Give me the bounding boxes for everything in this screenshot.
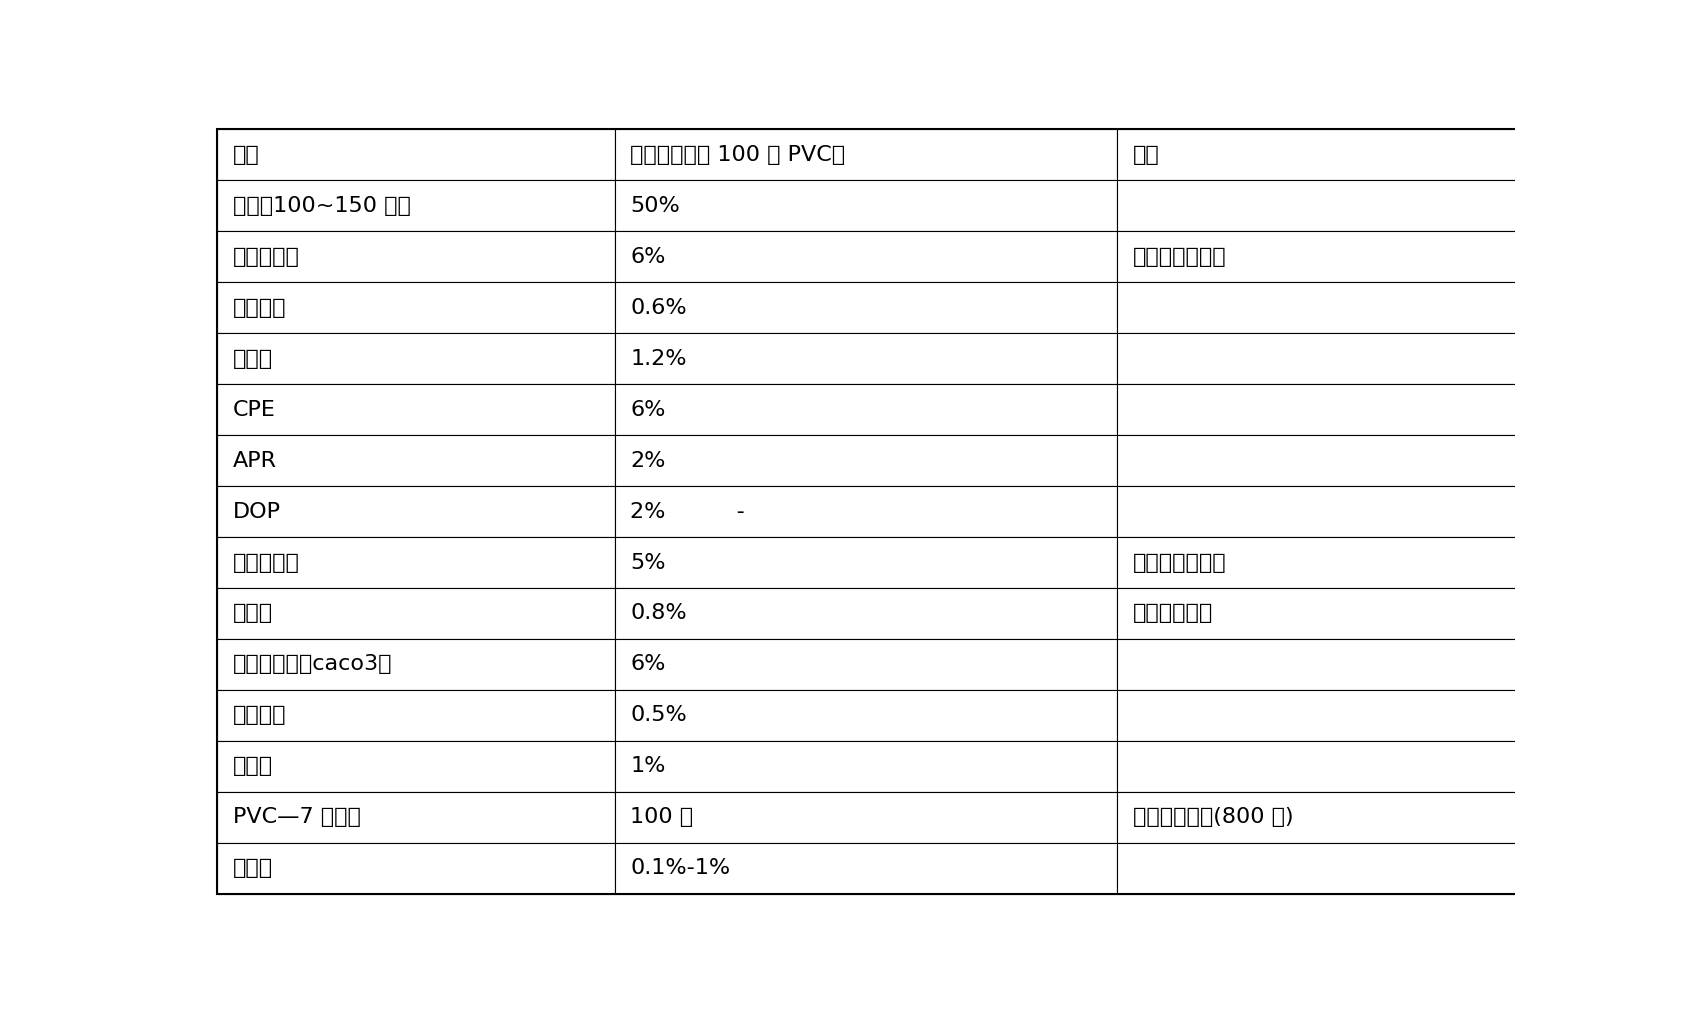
Text: 包泡剂: 包泡剂 <box>232 604 272 623</box>
Bar <box>217 588 614 639</box>
Bar <box>1117 792 1521 843</box>
Text: 6%: 6% <box>631 400 666 419</box>
Bar <box>614 843 1117 893</box>
Bar <box>1117 639 1521 690</box>
Bar <box>1117 690 1521 741</box>
Bar <box>1117 741 1521 792</box>
Bar <box>217 384 614 436</box>
Text: 50%: 50% <box>631 196 680 216</box>
Bar <box>614 537 1117 588</box>
Bar <box>217 180 614 231</box>
Bar <box>1117 333 1521 384</box>
Bar <box>217 639 614 690</box>
Bar <box>1117 436 1521 486</box>
Bar <box>217 333 614 384</box>
Text: 6%: 6% <box>631 654 666 675</box>
Text: 复合稳定剂: 复合稳定剂 <box>232 247 299 266</box>
Bar <box>1117 283 1521 333</box>
Text: 配方: 配方 <box>232 145 259 165</box>
Bar <box>614 130 1117 180</box>
Text: 聚乙烯蜡: 聚乙烯蜡 <box>232 298 286 318</box>
Bar <box>1117 588 1521 639</box>
Text: 0.1%-1%: 0.1%-1% <box>631 858 730 878</box>
Text: 硬脂酸: 硬脂酸 <box>232 348 272 369</box>
Text: 0.5%: 0.5% <box>631 705 686 725</box>
Bar <box>217 537 614 588</box>
Text: 6%: 6% <box>631 247 666 266</box>
Text: 5%: 5% <box>631 552 666 572</box>
Bar <box>217 231 614 283</box>
Bar <box>217 792 614 843</box>
Bar <box>614 231 1117 283</box>
Text: 颜料粉: 颜料粉 <box>232 858 272 878</box>
Text: 1%: 1% <box>631 757 666 776</box>
Text: 钛白粉: 钛白粉 <box>232 757 272 776</box>
Bar <box>1117 486 1521 537</box>
Bar <box>1117 130 1521 180</box>
Bar <box>217 436 614 486</box>
Text: 1.2%: 1.2% <box>631 348 686 369</box>
Bar <box>1117 231 1521 283</box>
Text: 木粉（100~150 目）: 木粉（100~150 目） <box>232 196 410 216</box>
Text: APR: APR <box>232 451 276 471</box>
Text: 上海氯碱总厂(800 型): 上海氯碱总厂(800 型) <box>1132 807 1292 828</box>
Bar <box>614 486 1117 537</box>
Bar <box>1117 180 1521 231</box>
Bar <box>1117 384 1521 436</box>
Text: 100 份: 100 份 <box>631 807 693 828</box>
Text: 山东济宁助剂厂: 山东济宁助剂厂 <box>1132 552 1226 572</box>
Bar <box>614 792 1117 843</box>
Bar <box>1117 843 1521 893</box>
Bar <box>217 486 614 537</box>
Bar <box>614 639 1117 690</box>
Text: 轻质碳酸钙（caco3）: 轻质碳酸钙（caco3） <box>232 654 392 675</box>
Text: 0.6%: 0.6% <box>631 298 686 318</box>
Bar <box>217 283 614 333</box>
Text: 2%: 2% <box>631 451 666 471</box>
Text: DOP: DOP <box>232 501 281 522</box>
Bar <box>614 283 1117 333</box>
Text: 镇江发泡剂厂: 镇江发泡剂厂 <box>1132 604 1213 623</box>
Bar <box>217 843 614 893</box>
Text: CPE: CPE <box>232 400 276 419</box>
Text: 山东济宁助剂厂: 山东济宁助剂厂 <box>1132 247 1226 266</box>
Text: 发泡调节剂: 发泡调节剂 <box>232 552 299 572</box>
Text: 2%          -: 2% - <box>631 501 745 522</box>
Text: 0.8%: 0.8% <box>631 604 686 623</box>
Bar <box>614 384 1117 436</box>
Bar <box>614 588 1117 639</box>
Text: 硬脂酸锌: 硬脂酸锌 <box>232 705 286 725</box>
Text: PVC—7 型树脂: PVC—7 型树脂 <box>232 807 360 828</box>
Bar <box>614 333 1117 384</box>
Bar <box>217 741 614 792</box>
Bar <box>217 130 614 180</box>
Text: 备注: 备注 <box>1132 145 1159 165</box>
Text: 百分比（占每 100 份 PVC）: 百分比（占每 100 份 PVC） <box>631 145 844 165</box>
Bar <box>217 690 614 741</box>
Bar <box>614 690 1117 741</box>
Bar <box>1117 537 1521 588</box>
Bar <box>614 741 1117 792</box>
Bar <box>614 436 1117 486</box>
Bar <box>614 180 1117 231</box>
